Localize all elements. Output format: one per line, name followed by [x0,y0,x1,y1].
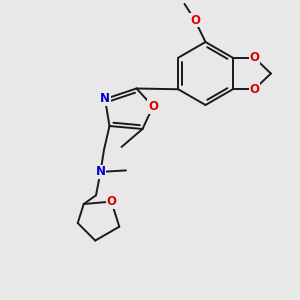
Text: O: O [148,100,158,113]
Text: O: O [249,51,260,64]
Text: N: N [95,165,106,178]
Text: O: O [190,14,200,27]
Text: N: N [100,92,110,106]
Text: O: O [249,83,260,96]
Text: O: O [106,195,116,208]
